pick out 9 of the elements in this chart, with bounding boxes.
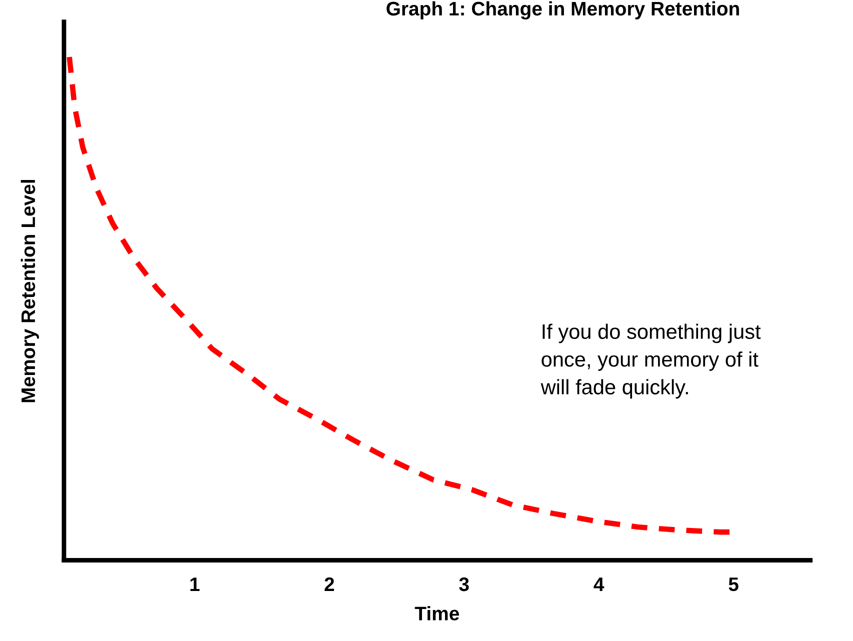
chart-title: Graph 1: Change in Memory Retention xyxy=(386,1,739,20)
x-axis-title: Time xyxy=(414,606,460,620)
x-tick-label: 5 xyxy=(728,578,738,592)
x-tick-label: 2 xyxy=(324,577,334,591)
x-tick-label: 3 xyxy=(459,577,469,592)
annotation: If you do something just once, your memory of it will fade quickly. xyxy=(540,324,761,399)
y-axis-title: Memory Retention Level xyxy=(20,180,39,402)
x-tick-label: 1 xyxy=(190,578,200,591)
x-tick-label: 4 xyxy=(594,578,604,591)
